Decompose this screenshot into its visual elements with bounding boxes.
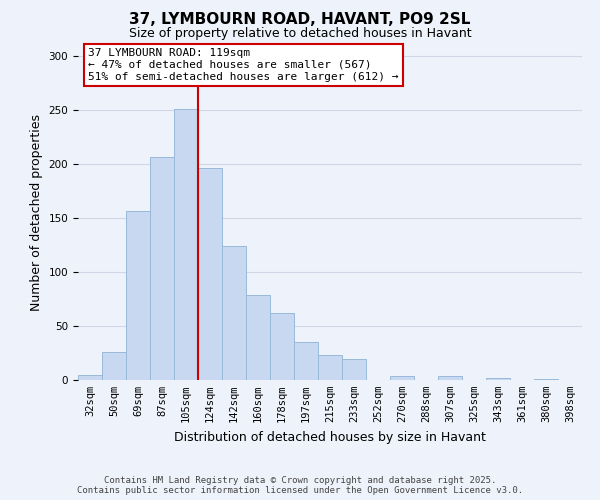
Bar (102, 352, 126, 380)
Bar (246, 294, 270, 380)
Bar (486, 378, 510, 380)
Text: Contains HM Land Registry data © Crown copyright and database right 2025.
Contai: Contains HM Land Registry data © Crown c… (77, 476, 523, 495)
Bar (294, 342, 318, 380)
Y-axis label: Number of detached properties: Number of detached properties (30, 114, 43, 311)
Bar (174, 109, 198, 380)
Bar (198, 168, 222, 380)
Bar (438, 376, 462, 380)
Text: Size of property relative to detached houses in Havant: Size of property relative to detached ho… (128, 28, 472, 40)
Bar (390, 376, 414, 380)
Text: 37, LYMBOURN ROAD, HAVANT, PO9 2SL: 37, LYMBOURN ROAD, HAVANT, PO9 2SL (130, 12, 470, 28)
Bar (222, 246, 246, 380)
Bar (534, 379, 558, 380)
Bar (150, 158, 174, 380)
X-axis label: Distribution of detached houses by size in Havant: Distribution of detached houses by size … (174, 430, 486, 444)
Bar (78, 374, 102, 380)
Bar (342, 360, 366, 380)
Bar (318, 355, 342, 380)
Bar (270, 313, 294, 380)
Bar (126, 212, 150, 380)
Text: 37 LYMBOURN ROAD: 119sqm
← 47% of detached houses are smaller (567)
51% of semi-: 37 LYMBOURN ROAD: 119sqm ← 47% of detach… (88, 48, 398, 82)
